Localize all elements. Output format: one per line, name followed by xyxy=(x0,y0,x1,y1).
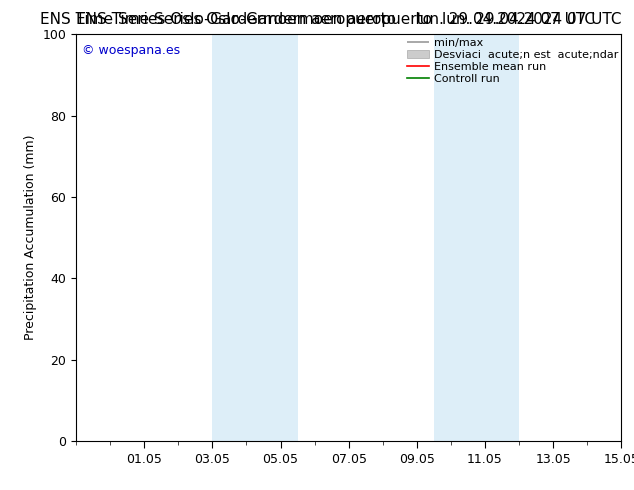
Text: © woespana.es: © woespana.es xyxy=(82,45,179,57)
Y-axis label: Precipitation Accumulation (mm): Precipitation Accumulation (mm) xyxy=(24,135,37,341)
Text: ENS Time Series Oslo-Gardermoen aeropuerto: ENS Time Series Oslo-Gardermoen aeropuer… xyxy=(76,12,432,27)
Bar xyxy=(434,34,519,441)
Legend: min/max, Desviaci  acute;n est  acute;ndar, Ensemble mean run, Controll run: min/max, Desviaci acute;n est acute;ndar… xyxy=(407,38,618,84)
Text: ENS Time Series Oslo-Gardermoen aeropuerto    lun. 29.04.2024 07 UTC: ENS Time Series Oslo-Gardermoen aeropuer… xyxy=(39,12,595,27)
Bar xyxy=(212,34,297,441)
Text: lun. 29.04.2024 07 UTC: lun. 29.04.2024 07 UTC xyxy=(442,12,621,27)
